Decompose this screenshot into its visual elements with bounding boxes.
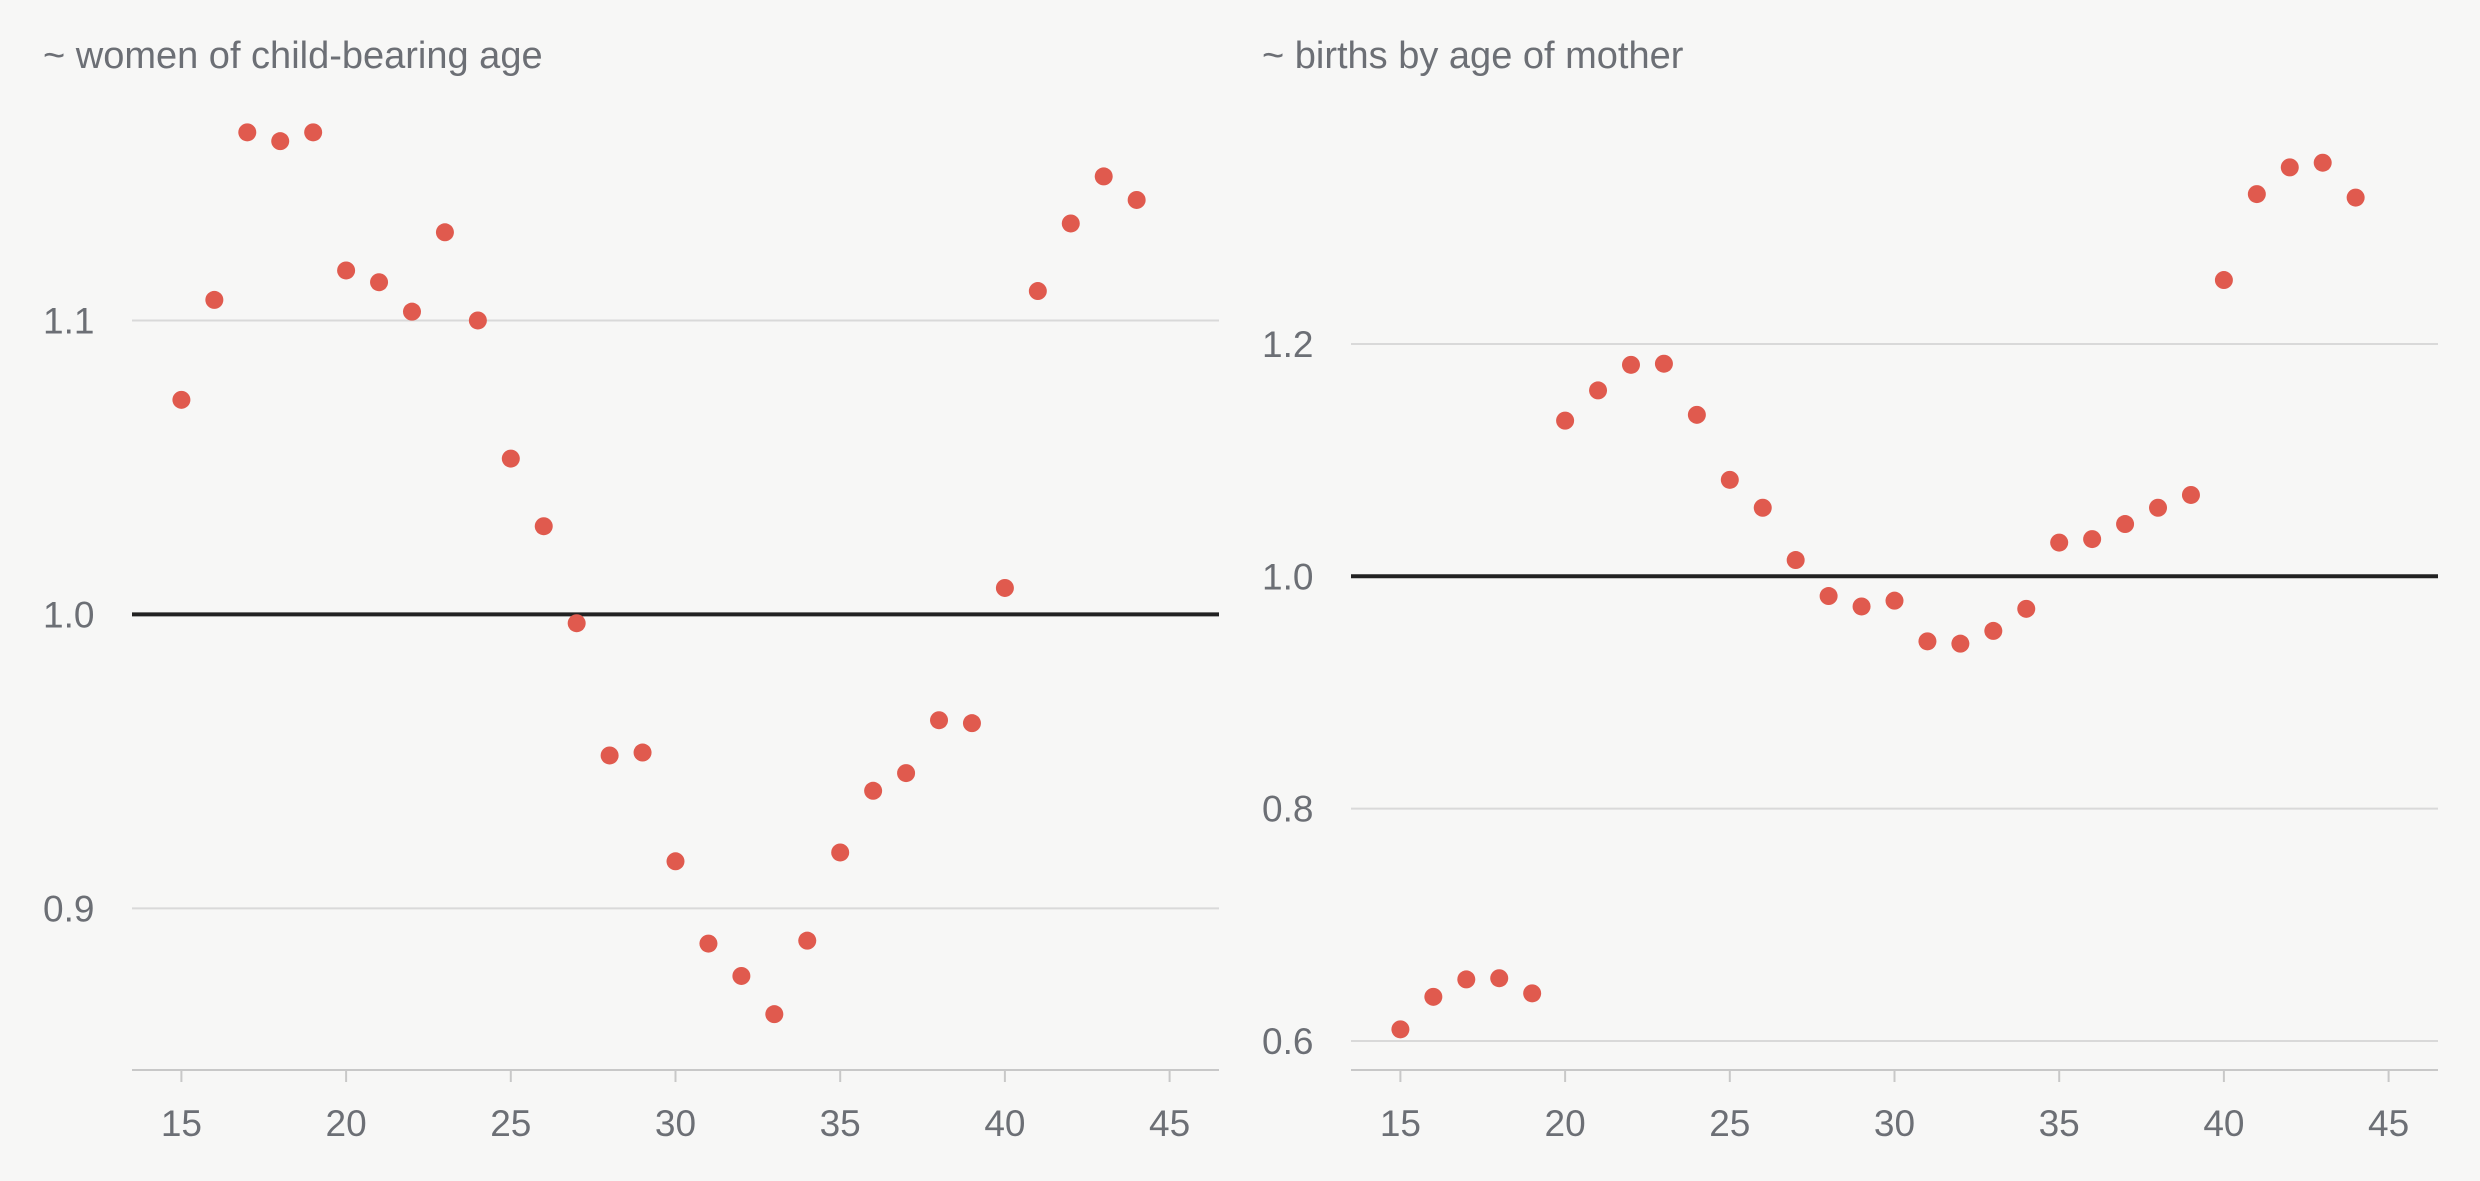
y-tick-label: 1.2 <box>1262 324 1313 365</box>
data-point <box>1819 587 1838 606</box>
data-point <box>1028 282 1047 301</box>
data-point <box>1918 632 1937 651</box>
panel-women: ~ women of child-bearing age 0.9 1.0 1.1 15… <box>43 35 1219 1144</box>
data-point <box>962 714 981 733</box>
data-point <box>1061 214 1080 233</box>
data-point <box>666 852 685 871</box>
data-point <box>798 931 817 950</box>
x-tick-label: 30 <box>655 1103 696 1144</box>
y-tick-label: 1.1 <box>43 300 94 341</box>
data-point <box>1391 1020 1410 1039</box>
data-point <box>1424 987 1443 1006</box>
data-point <box>435 223 454 242</box>
data-point <box>1885 591 1904 610</box>
data-point <box>1523 984 1542 1003</box>
x-tick-label: 20 <box>1545 1103 1586 1144</box>
x-tick-label: 40 <box>2203 1103 2244 1144</box>
data-point <box>534 517 553 536</box>
data-point <box>2116 515 2135 534</box>
data-point <box>1556 411 1575 430</box>
data-point <box>2181 485 2200 504</box>
data-point <box>2083 530 2102 549</box>
data-point <box>930 711 949 730</box>
chart-title: ~ births by age of mother <box>1262 35 1684 77</box>
x-tick-label: 25 <box>1709 1103 1750 1144</box>
x-tick-label: 20 <box>326 1103 367 1144</box>
data-point <box>1094 167 1113 186</box>
data-point <box>1457 970 1476 989</box>
data-point <box>238 123 257 142</box>
data-point <box>600 746 619 765</box>
data-point <box>1753 498 1772 517</box>
data-point <box>2050 533 2069 552</box>
y-tick-label: 0.8 <box>1262 789 1313 830</box>
data-point <box>501 449 520 468</box>
data-point <box>1490 969 1509 988</box>
chart-title: ~ women of child-bearing age <box>43 35 543 77</box>
data-point <box>699 934 718 953</box>
data-point <box>2017 599 2036 618</box>
data-point <box>1654 354 1673 373</box>
data-point <box>1951 634 1970 653</box>
y-tick-label: 0.9 <box>43 888 94 929</box>
data-point <box>205 290 224 309</box>
data-point <box>468 311 487 330</box>
data-point <box>1852 597 1871 616</box>
data-point <box>567 614 586 633</box>
data-point <box>304 123 323 142</box>
y-tick-label: 0.6 <box>1262 1021 1313 1062</box>
data-point <box>2247 185 2266 204</box>
data-point <box>1589 381 1608 400</box>
x-tick-label: 40 <box>984 1103 1025 1144</box>
data-point <box>2149 498 2168 517</box>
x-tick-label: 45 <box>1149 1103 1190 1144</box>
data-point <box>1984 621 2003 640</box>
x-tick-label: 30 <box>1874 1103 1915 1144</box>
data-point <box>172 390 191 409</box>
x-tick-label: 35 <box>820 1103 861 1144</box>
data-point <box>995 578 1014 597</box>
data-point <box>864 781 883 800</box>
data-point <box>370 273 389 292</box>
x-tick-label: 15 <box>161 1103 202 1144</box>
x-tick-label: 15 <box>1380 1103 1421 1144</box>
data-point <box>1720 470 1739 489</box>
data-point <box>2346 188 2365 207</box>
data-point <box>633 743 652 762</box>
x-tick-label: 35 <box>2039 1103 2080 1144</box>
data-point <box>831 843 850 862</box>
data-point <box>1621 355 1640 374</box>
y-tick-label: 1.0 <box>43 594 94 635</box>
panel-births: ~ births by age of mother 0.6 0.8 1.0 1.2 15… <box>1262 35 2438 1144</box>
y-tick-label: 1.0 <box>1262 556 1313 597</box>
x-tick-label: 45 <box>2368 1103 2409 1144</box>
data-point <box>732 966 751 985</box>
x-tick-label: 25 <box>490 1103 531 1144</box>
data-point <box>271 132 290 151</box>
data-point <box>2214 271 2233 290</box>
data-point <box>765 1005 784 1024</box>
data-point <box>2280 158 2299 177</box>
data-point <box>1786 551 1805 570</box>
data-point <box>1127 190 1146 209</box>
data-point <box>402 302 421 321</box>
data-point <box>1687 405 1706 424</box>
data-point <box>337 261 356 280</box>
data-point <box>897 764 916 783</box>
data-point <box>2313 153 2332 172</box>
